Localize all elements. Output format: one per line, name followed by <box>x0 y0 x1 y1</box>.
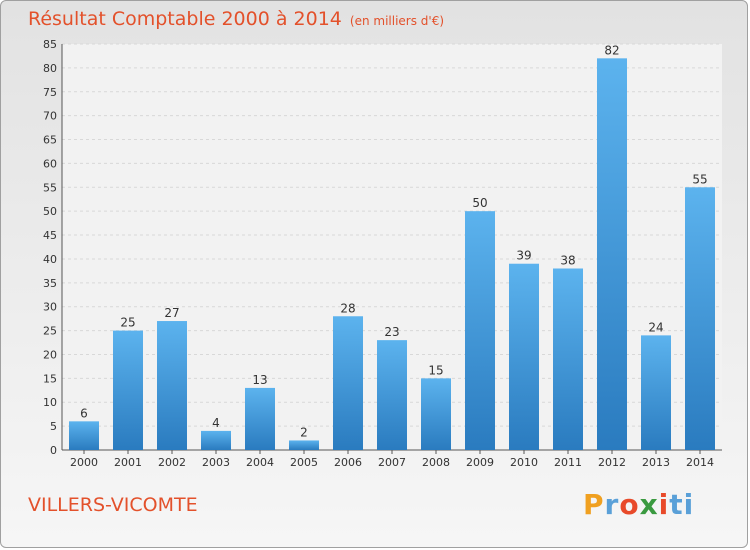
data-label-2012: 82 <box>604 43 619 57</box>
y-tick-label: 0 <box>50 444 57 457</box>
logo-letter: i <box>658 488 670 521</box>
x-tick-label-2012: 2012 <box>598 456 626 469</box>
data-label-2000: 6 <box>80 406 88 420</box>
data-label-2003: 4 <box>212 416 220 430</box>
y-tick-label: 80 <box>43 62 57 75</box>
bar-2005 <box>289 440 319 450</box>
x-tick-label-2008: 2008 <box>422 456 450 469</box>
data-label-2014: 55 <box>692 172 707 186</box>
x-tick-label-2004: 2004 <box>246 456 274 469</box>
y-tick-label: 50 <box>43 205 57 218</box>
x-tick-label-2005: 2005 <box>290 456 318 469</box>
bar-2013 <box>641 335 671 450</box>
x-tick-label-2001: 2001 <box>114 456 142 469</box>
y-tick-label: 55 <box>43 181 57 194</box>
logo-letter: P <box>583 488 605 521</box>
x-tick-label-2009: 2009 <box>466 456 494 469</box>
data-label-2013: 24 <box>648 320 663 334</box>
data-label-2006: 28 <box>340 301 355 315</box>
data-label-2008: 15 <box>428 363 443 377</box>
y-tick-label: 70 <box>43 110 57 123</box>
logo-letter: i <box>683 488 695 521</box>
bar-2006 <box>333 316 363 450</box>
x-tick-label-2011: 2011 <box>554 456 582 469</box>
bar-2010 <box>509 263 539 450</box>
y-tick-label: 85 <box>43 38 57 51</box>
y-tick-label: 40 <box>43 253 57 266</box>
data-label-2010: 39 <box>516 249 531 263</box>
data-label-2007: 23 <box>384 325 399 339</box>
logo-letter: x <box>639 488 659 521</box>
x-tick-label-2010: 2010 <box>510 456 538 469</box>
y-tick-label: 20 <box>43 348 57 361</box>
y-tick-label: 5 <box>50 420 57 433</box>
data-label-2009: 50 <box>472 196 487 210</box>
x-tick-label-2003: 2003 <box>202 456 230 469</box>
bar-2007 <box>377 340 407 450</box>
data-label-2004: 13 <box>252 373 267 387</box>
bar-2008 <box>421 378 451 450</box>
y-tick-label: 30 <box>43 301 57 314</box>
chart-subtitle: (en milliers d'€) <box>349 14 445 28</box>
y-tick-label: 65 <box>43 134 57 147</box>
x-tick-label-2013: 2013 <box>642 456 670 469</box>
y-tick-label: 60 <box>43 157 57 170</box>
chart-title: Résultat Comptable 2000 à 2014 (en millie… <box>28 8 444 30</box>
x-tick-label-2014: 2014 <box>686 456 714 469</box>
commune-name: VILLERS-VICOMTE <box>28 494 198 516</box>
bar-2009 <box>465 211 495 450</box>
data-label-2011: 38 <box>560 253 575 267</box>
y-tick-label: 75 <box>43 86 57 99</box>
data-label-2002: 27 <box>164 306 179 320</box>
x-tick-label-2002: 2002 <box>158 456 186 469</box>
proxiti-logo: Proxiti <box>583 488 694 521</box>
bar-2004 <box>245 387 275 450</box>
bar-2002 <box>157 321 187 450</box>
bar-2003 <box>201 430 231 450</box>
logo-letter: t <box>669 488 684 521</box>
y-tick-label: 10 <box>43 396 57 409</box>
logo-letter: o <box>619 488 640 521</box>
x-tick-label-2006: 2006 <box>334 456 362 469</box>
bar-2012 <box>597 58 627 451</box>
title-text: Résultat Comptable 2000 à 2014 <box>28 8 342 30</box>
x-tick-label-2007: 2007 <box>378 456 406 469</box>
data-label-2001: 25 <box>120 316 135 330</box>
y-tick-label: 35 <box>43 277 57 290</box>
y-tick-label: 45 <box>43 229 57 242</box>
bar-2001 <box>113 330 143 450</box>
bar-2000 <box>69 421 99 450</box>
x-tick-label-2000: 2000 <box>70 456 98 469</box>
y-tick-label: 15 <box>43 372 57 385</box>
data-label-2005: 2 <box>300 425 308 439</box>
y-tick-label: 25 <box>43 325 57 338</box>
bar-2014 <box>685 187 715 450</box>
logo-letter: r <box>604 488 620 521</box>
bar-2011 <box>553 268 583 450</box>
